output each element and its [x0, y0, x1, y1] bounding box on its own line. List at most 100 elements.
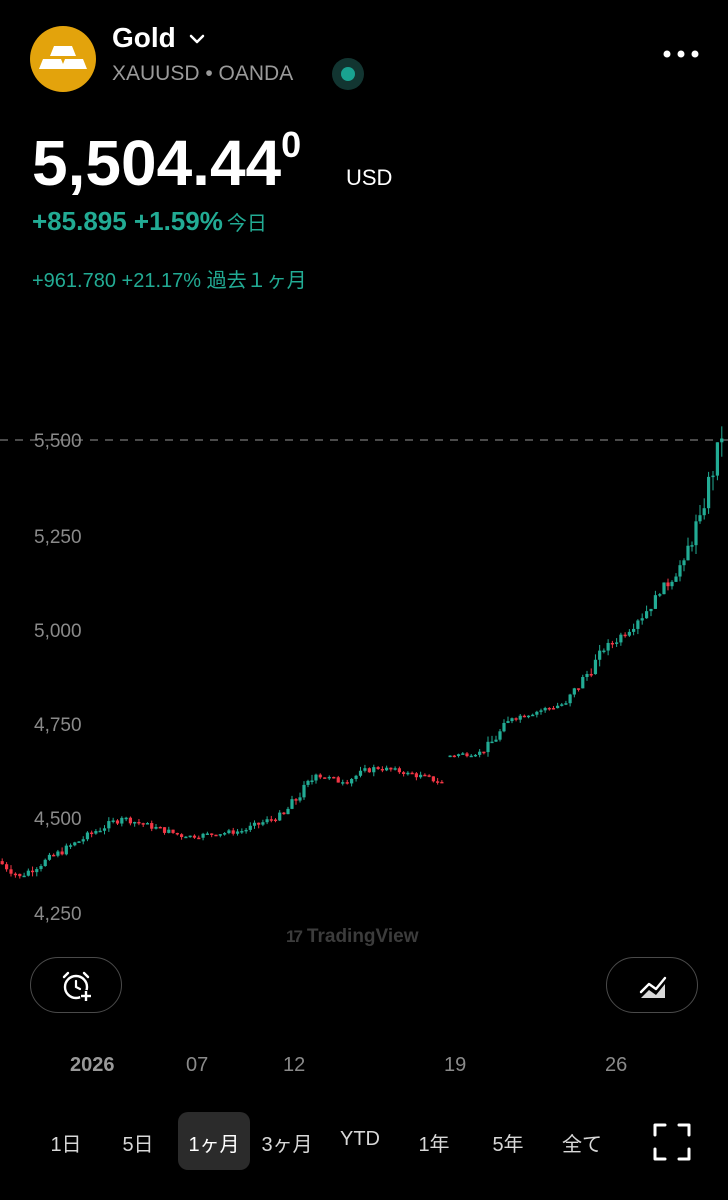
fullscreen-icon[interactable]	[652, 1122, 692, 1162]
candle-up	[649, 608, 653, 612]
month-change: +961.780 +21.17% 過去１ヶ月	[32, 270, 307, 292]
candle-down	[440, 781, 444, 784]
candle-up	[653, 595, 657, 609]
candle-down	[273, 819, 278, 822]
candle-up	[372, 767, 376, 773]
candle-down	[465, 753, 469, 757]
candle-up	[419, 774, 423, 778]
range-1m[interactable]: 1ヶ月	[188, 1134, 240, 1156]
candle-up	[85, 832, 90, 840]
add-alert-button[interactable]	[30, 957, 122, 1013]
candle-up	[227, 830, 231, 834]
candle-up	[56, 851, 60, 856]
price-chart[interactable]: 5,500 5,250 5,000 4,750 4,500 4,250	[0, 380, 728, 940]
price-superscript: 0	[281, 124, 302, 165]
candle-up	[306, 780, 310, 785]
candle-up	[506, 721, 510, 723]
day-change: +85.895 +1.59% 今日	[32, 206, 267, 237]
candle-up	[145, 823, 150, 825]
candle-up	[478, 751, 482, 755]
candle-down	[9, 869, 13, 874]
candle-up	[81, 839, 85, 842]
candle-up	[261, 822, 265, 825]
candle-up	[678, 565, 682, 577]
candle-down	[427, 775, 431, 777]
candle-up	[341, 782, 345, 784]
candle-up	[98, 830, 102, 833]
candle-up	[107, 821, 111, 829]
candle-down	[389, 767, 393, 770]
candle-up	[290, 799, 294, 809]
candle-down	[5, 864, 9, 870]
candle-up	[223, 833, 227, 835]
candle-down	[514, 718, 518, 720]
candle-down	[589, 673, 593, 676]
candle-up	[490, 741, 494, 744]
candle-up	[627, 631, 631, 636]
candle-up	[111, 820, 115, 822]
candle-up	[619, 634, 623, 643]
candle-up	[560, 704, 564, 706]
range-1d[interactable]: 1日	[50, 1134, 82, 1156]
alarm-plus-icon	[62, 971, 92, 1002]
candle-down	[150, 823, 154, 829]
range-ytd[interactable]: YTD	[340, 1128, 380, 1150]
candle-down	[414, 773, 418, 778]
candle-up	[686, 545, 690, 561]
candle-down	[323, 777, 327, 779]
candle-up	[248, 825, 252, 830]
candle-up	[526, 715, 531, 718]
y-tick: 5,250	[34, 527, 82, 548]
candle-up	[406, 772, 410, 775]
candle-up	[636, 620, 640, 629]
candle-down	[410, 772, 414, 775]
candle-up	[218, 834, 222, 836]
range-5d[interactable]: 5日	[122, 1134, 154, 1156]
candle-down	[452, 755, 456, 758]
candle-up	[350, 778, 354, 784]
range-all[interactable]: 全て	[562, 1134, 602, 1156]
candle-up	[473, 754, 478, 757]
candle-down	[431, 776, 435, 782]
tradingview-watermark: 17 TradingView	[286, 926, 419, 947]
candle-down	[257, 822, 261, 825]
candle-down	[175, 832, 179, 835]
y-tick: 4,500	[34, 809, 82, 830]
candle-up	[510, 718, 514, 722]
chart-style-button[interactable]	[606, 957, 698, 1013]
candle-down	[436, 781, 440, 783]
candle-up	[252, 822, 257, 826]
watermark-text: TradingView	[306, 926, 419, 947]
chevron-down-icon[interactable]	[186, 28, 208, 50]
candle-up	[385, 767, 389, 771]
symbol-exchange: XAUUSD • OANDA	[112, 62, 294, 85]
candle-up	[327, 776, 331, 779]
candle-down	[115, 820, 120, 824]
day-change-value: +85.895 +1.59%	[32, 206, 223, 236]
candle-up	[43, 859, 47, 867]
symbol-title[interactable]: Gold	[112, 22, 176, 53]
candle-down	[282, 812, 286, 815]
live-status-icon	[332, 58, 364, 90]
x-tick-year: 2026	[70, 1054, 115, 1076]
range-3m[interactable]: 3ヶ月	[261, 1134, 313, 1156]
candle-up	[564, 703, 568, 705]
more-icon[interactable]	[660, 44, 704, 64]
candle-up	[64, 845, 68, 855]
candle-up	[572, 688, 576, 695]
candle-up	[456, 754, 461, 756]
candle-down	[397, 768, 401, 773]
candle-up	[47, 854, 52, 860]
candle-up	[568, 694, 572, 704]
range-1y[interactable]: 1年	[418, 1134, 450, 1156]
candle-up	[310, 780, 314, 782]
range-5y[interactable]: 5年	[492, 1134, 524, 1156]
candle-down	[214, 834, 218, 837]
candle-up	[461, 753, 465, 755]
candle-up	[711, 475, 715, 478]
last-price: 5,504.440	[32, 124, 302, 200]
candle-down	[402, 772, 406, 775]
candle-up	[502, 722, 506, 732]
currency-label: USD	[346, 165, 393, 190]
candle-up	[715, 442, 719, 476]
